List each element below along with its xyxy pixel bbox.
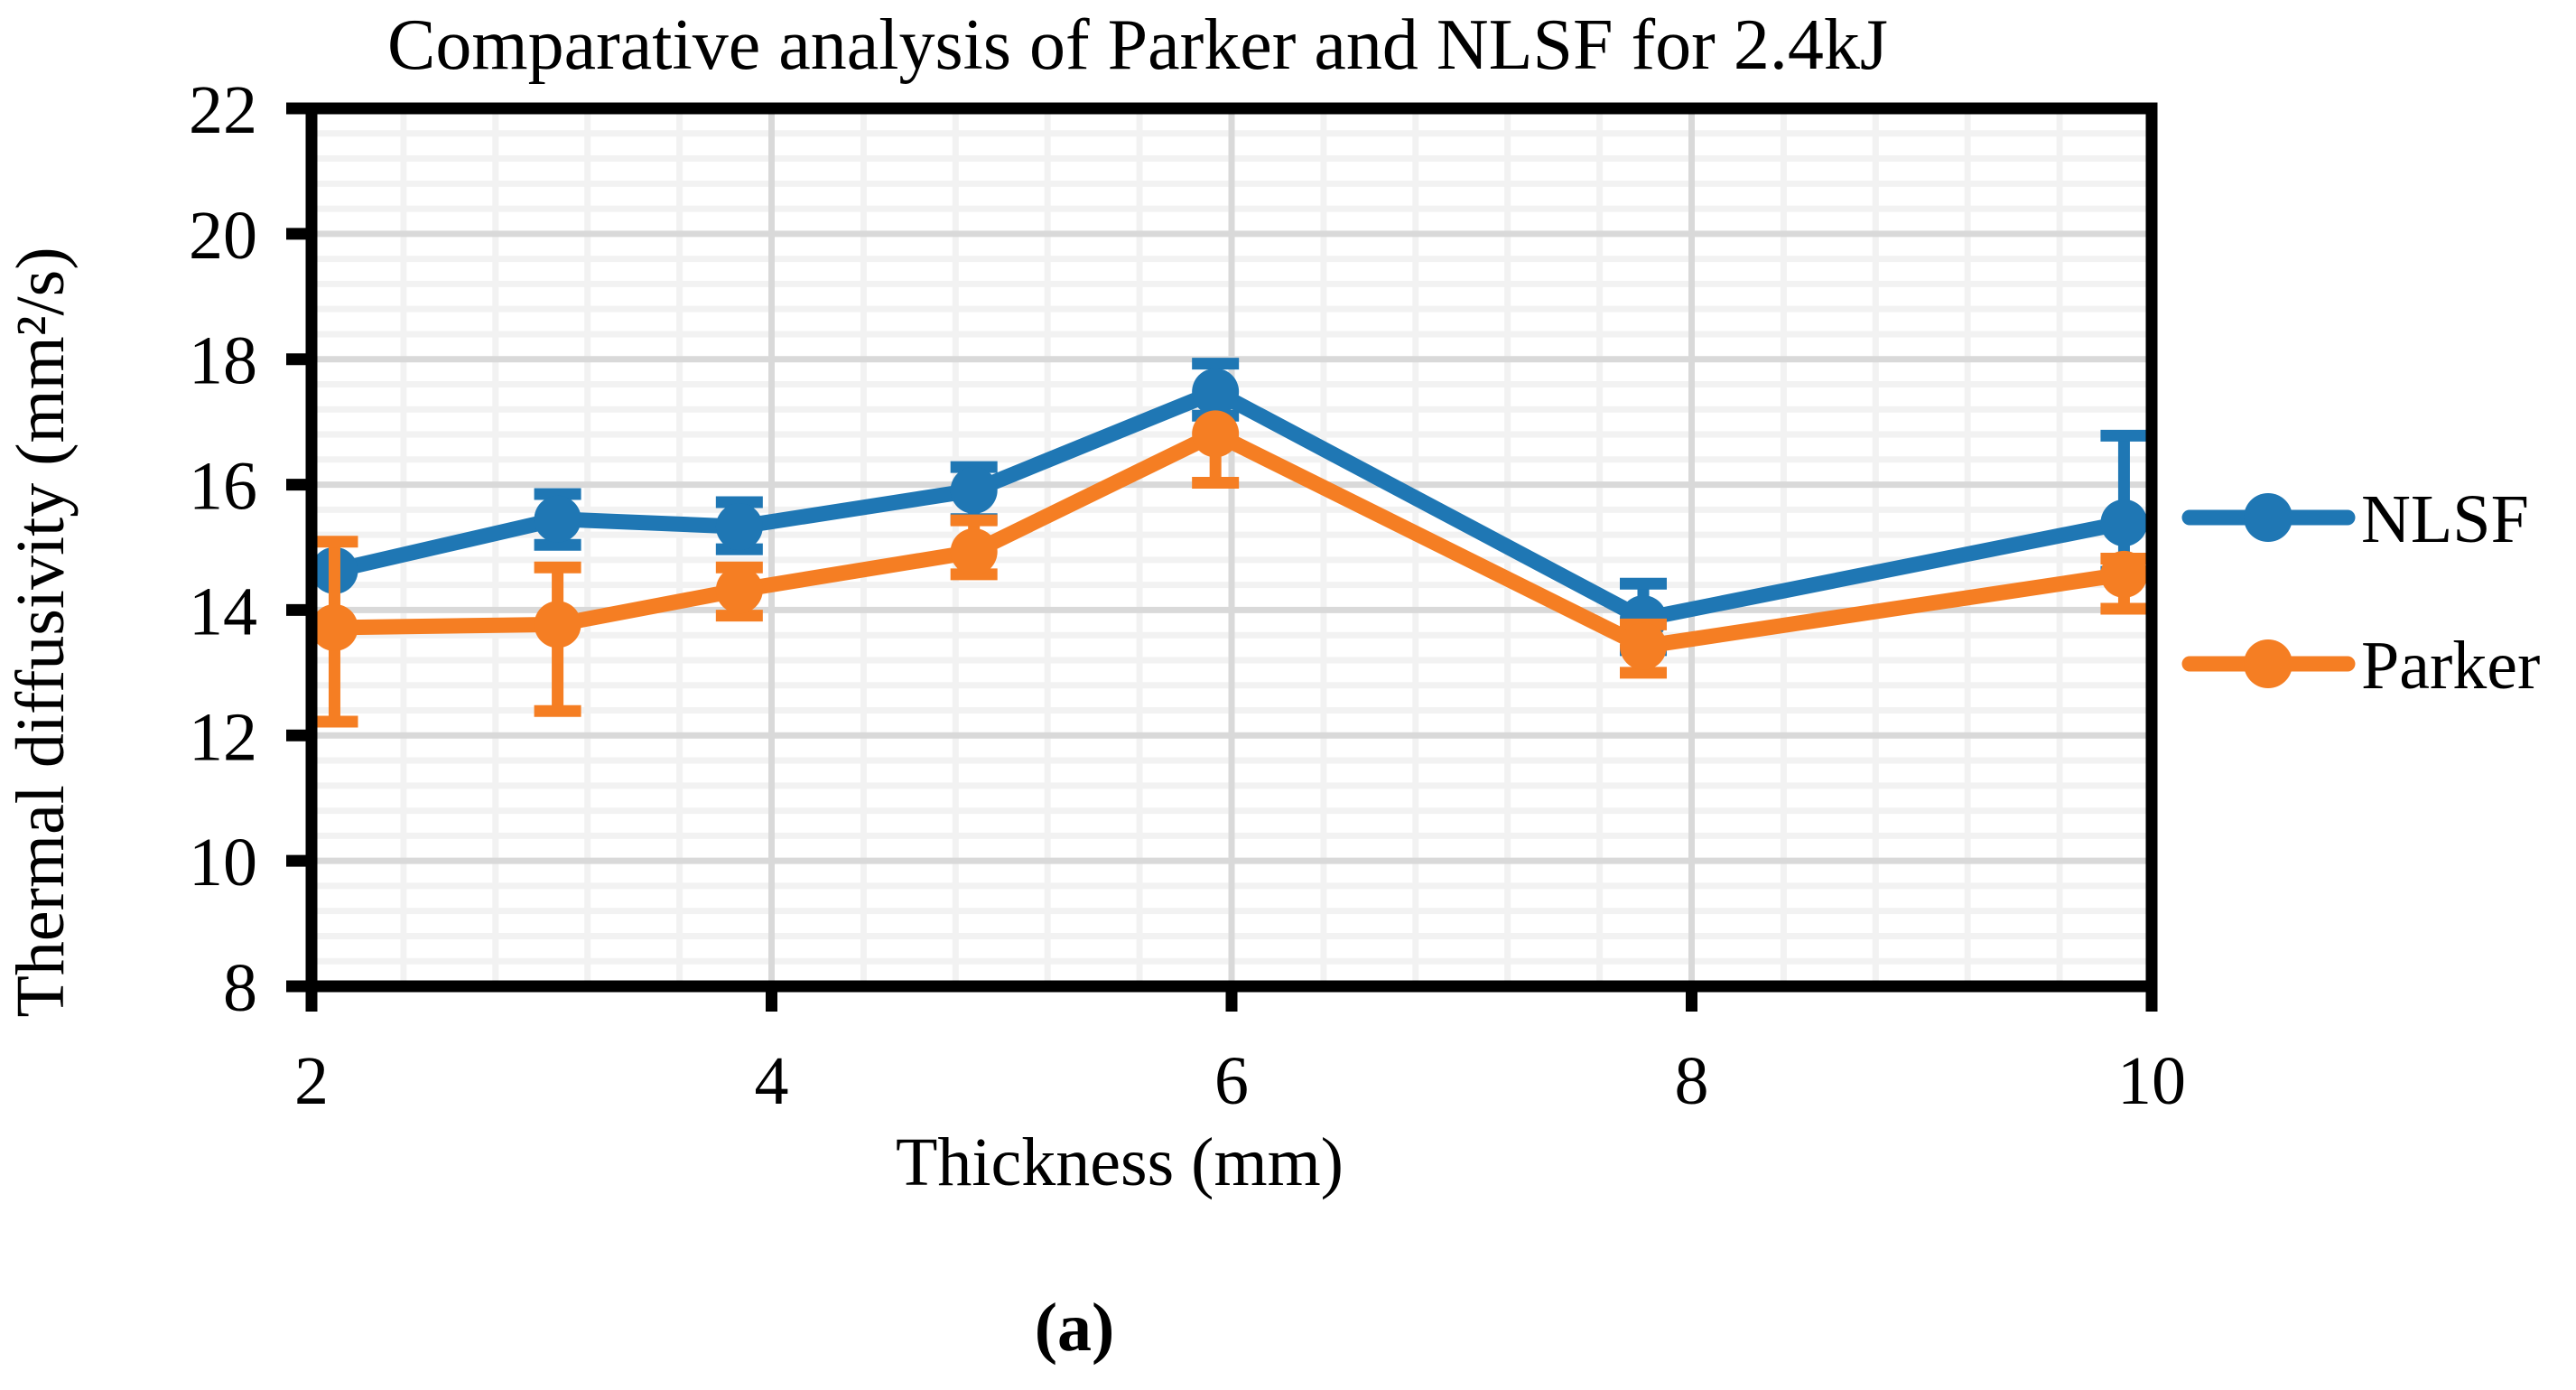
y-tick-label: 10 — [189, 825, 257, 900]
y-tick-label: 18 — [189, 323, 257, 399]
nlsf-markers — [311, 368, 2148, 643]
parker-marker — [311, 603, 358, 651]
parker-marker — [1192, 410, 1240, 458]
nlsf-marker — [1192, 368, 1240, 415]
axis-tick-labels: 2 4 6 8 10 8 10 12 14 16 18 20 22 — [189, 72, 2186, 1119]
figure-caption: (a) — [1035, 1290, 1115, 1366]
legend-entry-parker: Parker — [2181, 628, 2540, 704]
legend-label-parker: Parker — [2361, 628, 2540, 704]
y-tick-label: 20 — [189, 198, 257, 274]
chart-title: Comparative analysis of Parker and NLSF … — [387, 5, 1888, 85]
parker-marker — [2100, 550, 2148, 598]
y-tick-label: 22 — [189, 72, 257, 148]
parker-marker — [534, 601, 581, 648]
legend-label-nlsf: NLSF — [2361, 481, 2529, 557]
x-tick-label: 6 — [1214, 1043, 1249, 1119]
nlsf-marker — [534, 495, 581, 543]
nlsf-marker — [715, 503, 763, 551]
x-tick-label: 10 — [2117, 1043, 2186, 1119]
parker-markers — [311, 410, 2148, 670]
parker-marker — [950, 527, 998, 575]
y-axis-title: Thermal diffusivity (mm²/s) — [3, 247, 79, 1017]
x-tick-label: 2 — [294, 1043, 329, 1119]
legend: NLSF Parker — [2181, 481, 2540, 704]
y-tick-label: 14 — [189, 574, 257, 649]
y-tick-label: 12 — [189, 699, 257, 775]
parker-legend-marker-icon — [2244, 639, 2292, 688]
plot-frame-and-ticks — [286, 102, 2158, 1012]
legend-entry-nlsf: NLSF — [2181, 481, 2529, 557]
x-tick-label: 8 — [1675, 1043, 1709, 1119]
parker-marker — [715, 566, 763, 614]
nlsf-legend-marker-icon — [2244, 493, 2292, 542]
x-axis-title: Thickness (mm) — [896, 1124, 1344, 1200]
nlsf-marker — [2100, 499, 2148, 546]
nlsf-marker — [950, 466, 998, 514]
x-tick-label: 4 — [755, 1043, 789, 1119]
parker-marker — [1620, 622, 1668, 670]
y-tick-label: 16 — [189, 449, 257, 525]
y-tick-label: 8 — [223, 950, 257, 1026]
data-series — [311, 358, 2148, 728]
